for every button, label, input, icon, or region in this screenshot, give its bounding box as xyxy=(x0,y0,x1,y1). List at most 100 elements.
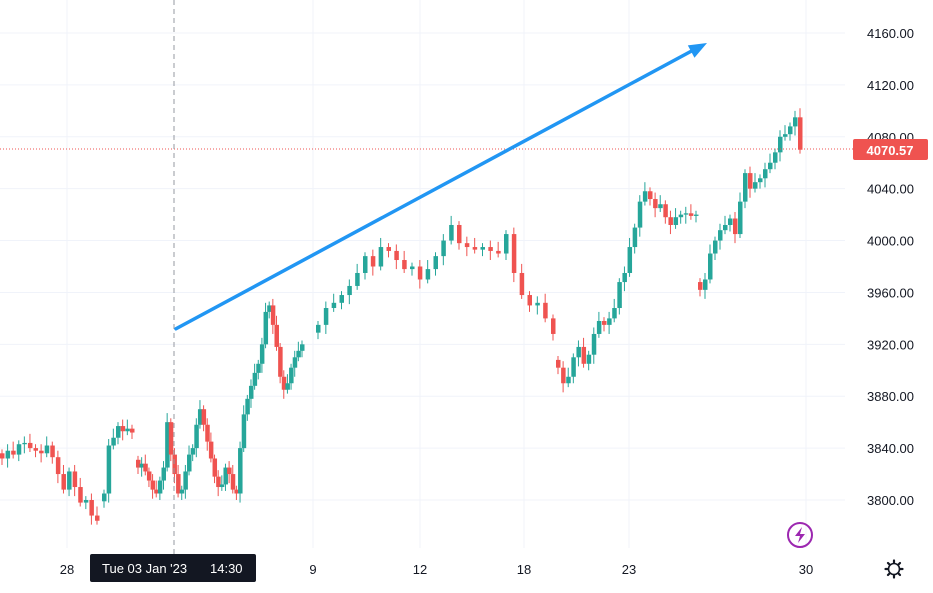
candle-body xyxy=(793,117,798,127)
candle-body xyxy=(44,445,50,454)
candle-body xyxy=(748,173,753,189)
candle-body xyxy=(394,250,399,261)
candle xyxy=(543,293,548,323)
candle xyxy=(234,485,239,500)
trend-arrow[interactable] xyxy=(174,43,707,331)
candle-body xyxy=(480,247,485,250)
candle-body xyxy=(136,459,141,468)
candle xyxy=(753,173,758,193)
lightning-icon[interactable] xyxy=(787,522,813,548)
candle xyxy=(136,455,141,475)
candle-body xyxy=(410,266,415,270)
candle-body xyxy=(161,467,167,481)
candle-body xyxy=(154,489,159,494)
trend-line[interactable] xyxy=(174,45,701,331)
candle xyxy=(296,341,301,362)
candle-body xyxy=(703,279,708,290)
crosshair-date: Tue 03 Jan '23 xyxy=(102,561,187,576)
last-price-text: 4070.57 xyxy=(867,143,914,158)
candle-body xyxy=(622,272,627,283)
candle-body xyxy=(281,376,287,390)
candle-body xyxy=(527,295,532,306)
candle-body xyxy=(417,266,423,280)
x-tick-label: 12 xyxy=(413,562,427,577)
candle xyxy=(576,340,581,367)
candle-body xyxy=(556,359,561,368)
candle xyxy=(511,227,517,283)
candle xyxy=(248,379,254,408)
candle-body xyxy=(55,457,61,475)
candle-body xyxy=(274,324,279,347)
candle xyxy=(216,470,221,497)
candle-body xyxy=(733,218,738,235)
candle xyxy=(168,418,174,462)
candle-body xyxy=(95,515,100,521)
candle xyxy=(723,215,728,235)
candle xyxy=(703,272,708,299)
candle xyxy=(270,298,276,334)
gear-icon[interactable] xyxy=(884,559,904,579)
candle xyxy=(708,244,713,284)
candle-body xyxy=(263,311,269,345)
y-tick-label: 4000.00 xyxy=(867,234,914,249)
candle-body xyxy=(688,213,694,216)
y-tick-label: 3880.00 xyxy=(867,389,914,404)
candle xyxy=(190,444,196,462)
candle xyxy=(116,422,121,445)
candle xyxy=(433,252,438,276)
candle-body xyxy=(172,454,177,475)
candle xyxy=(556,356,561,375)
candle-body xyxy=(596,320,602,334)
candle-body xyxy=(256,363,261,373)
candle-body xyxy=(576,346,581,358)
candle-body xyxy=(464,243,470,248)
price-axis[interactable]: 3800.00 3840.00 3880.00 3920.00 3960.00 4000.… xyxy=(867,26,914,508)
candle xyxy=(480,243,485,257)
candle-body xyxy=(72,471,78,488)
candle xyxy=(143,454,148,476)
candle-body xyxy=(296,350,301,358)
x-tick-label: 9 xyxy=(309,562,316,577)
candle xyxy=(527,291,532,312)
candle-body xyxy=(425,269,431,280)
candle xyxy=(733,212,738,244)
candle xyxy=(139,457,145,477)
candle xyxy=(161,461,167,490)
candle xyxy=(788,122,793,141)
x-tick-label: 28 xyxy=(60,562,74,577)
candle xyxy=(607,311,612,334)
candle xyxy=(289,363,294,390)
candle xyxy=(551,314,556,341)
trend-arrow-head[interactable] xyxy=(687,43,707,58)
candle-body xyxy=(663,204,668,218)
candle xyxy=(61,464,66,494)
candle xyxy=(238,441,243,503)
candle-body xyxy=(778,136,783,153)
candle-body xyxy=(768,162,773,170)
candle-body xyxy=(165,422,170,468)
candle-body xyxy=(5,450,11,459)
candle xyxy=(292,350,298,377)
candle xyxy=(219,475,225,491)
y-tick-label: 4160.00 xyxy=(867,26,914,41)
time-axis[interactable]: 28 9 12 18 23 30 xyxy=(60,562,813,577)
candle xyxy=(370,249,376,276)
candle xyxy=(758,174,763,189)
candle-body xyxy=(708,253,713,280)
candle xyxy=(111,428,116,450)
candle-body xyxy=(617,282,622,309)
candle xyxy=(300,340,305,358)
candle xyxy=(130,424,135,440)
candle xyxy=(223,463,228,491)
candle-body xyxy=(449,224,454,241)
candle xyxy=(89,493,94,525)
candle xyxy=(241,405,247,453)
candle-body xyxy=(194,424,199,449)
candle-body xyxy=(176,474,181,494)
candle-body xyxy=(150,480,156,490)
candle-body xyxy=(183,471,188,490)
candle-body xyxy=(212,458,218,477)
candle xyxy=(285,374,290,394)
candle xyxy=(212,454,218,484)
